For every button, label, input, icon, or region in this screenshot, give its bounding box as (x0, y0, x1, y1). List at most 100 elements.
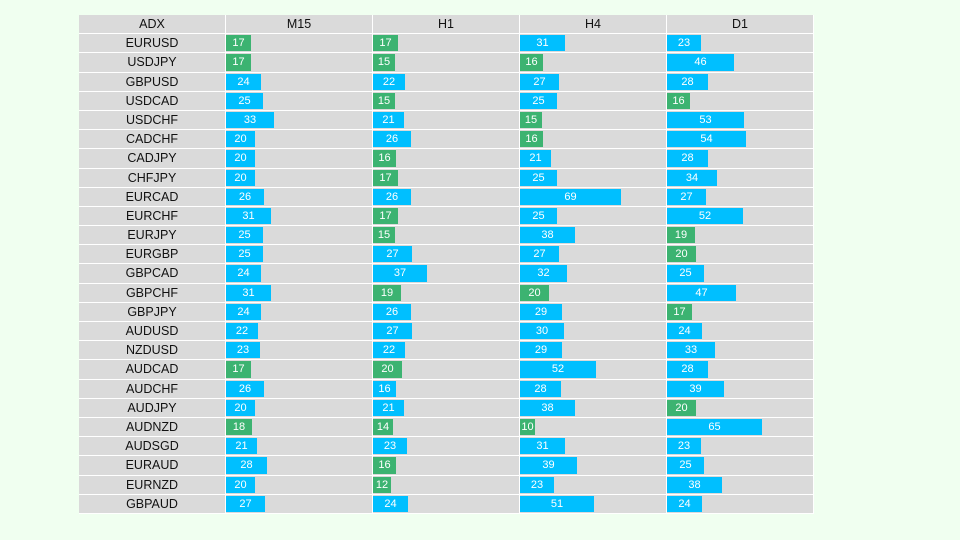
table-row: AUDNZD 18 14 10 65 (79, 417, 814, 438)
adx-cell-m15: 17 (226, 34, 373, 54)
adx-bar: 29 (520, 303, 562, 320)
pair-label: GBPJPY (79, 302, 226, 322)
pair-label: EURGBP (79, 245, 226, 265)
adx-cell-m15: 26 (226, 187, 373, 207)
adx-cell-d1: 20 (667, 398, 814, 418)
adx-cell-m15: 27 (226, 494, 373, 514)
adx-bar: 27 (373, 246, 412, 263)
table-row: GBPJPY 24 26 29 17 (79, 302, 814, 322)
adx-bar: 24 (226, 303, 261, 320)
adx-cell-m15: 28 (226, 456, 373, 476)
adx-bar: 20 (226, 476, 255, 493)
adx-cell-d1: 25 (667, 264, 814, 284)
adx-bar: 32 (520, 265, 567, 282)
adx-cell-h1: 16 (373, 456, 520, 476)
adx-cell-h4: 38 (520, 398, 667, 418)
adx-cell-m15: 31 (226, 206, 373, 227)
pair-label: NZDUSD (79, 341, 226, 361)
pair-label: EURNZD (79, 475, 226, 495)
adx-bar: 52 (667, 207, 743, 225)
table-row: EURAUD 28 16 39 25 (79, 456, 814, 476)
adx-cell-h1: 21 (373, 110, 520, 131)
adx-bar: 20 (667, 246, 696, 263)
adx-cell-d1: 25 (667, 456, 814, 476)
adx-bar: 30 (520, 323, 564, 340)
pair-label: USDJPY (79, 53, 226, 73)
adx-bar: 20 (667, 399, 696, 416)
pair-label: CHFJPY (79, 168, 226, 188)
adx-bar: 25 (667, 457, 704, 474)
adx-cell-m15: 24 (226, 72, 373, 92)
adx-bar: 20 (226, 131, 255, 148)
adx-cell-h1: 27 (373, 245, 520, 265)
adx-cell-d1: 53 (667, 110, 814, 131)
adx-bar: 31 (226, 284, 271, 301)
adx-bar: 17 (373, 207, 398, 225)
adx-bar: 12 (373, 476, 391, 493)
table-row: AUDCAD 17 20 52 28 (79, 360, 814, 380)
table-row: USDCAD 25 15 25 16 (79, 91, 814, 111)
adx-bar: 53 (667, 111, 744, 129)
table-row: EURNZD 20 12 23 38 (79, 475, 814, 495)
adx-bar: 21 (520, 150, 551, 167)
adx-bar: 39 (667, 380, 724, 397)
adx-bar: 31 (520, 35, 565, 52)
timeframe-header-h1: H1 (373, 15, 520, 35)
adx-cell-d1: 65 (667, 417, 814, 438)
adx-bar: 38 (520, 227, 575, 244)
adx-bar: 69 (520, 188, 621, 205)
table-row: EURJPY 25 15 38 19 (79, 226, 814, 246)
table-row: USDCHF 33 21 15 53 (79, 110, 814, 131)
adx-cell-m15: 25 (226, 91, 373, 111)
adx-bar: 15 (373, 92, 395, 109)
adx-bar: 39 (520, 457, 577, 474)
adx-cell-h1: 37 (373, 264, 520, 284)
adx-cell-h1: 12 (373, 475, 520, 495)
adx-bar: 10 (520, 418, 535, 436)
adx-cell-d1: 46 (667, 53, 814, 73)
adx-cell-m15: 25 (226, 245, 373, 265)
table-row: CADCHF 20 26 16 54 (79, 130, 814, 150)
adx-cell-m15: 24 (226, 302, 373, 322)
table-row: GBPUSD 24 22 27 28 (79, 72, 814, 92)
adx-cell-h1: 17 (373, 34, 520, 54)
adx-bar: 16 (667, 92, 690, 109)
adx-cell-d1: 38 (667, 475, 814, 495)
adx-bar: 28 (667, 361, 708, 378)
adx-cell-m15: 24 (226, 264, 373, 284)
adx-bar: 16 (520, 131, 543, 148)
adx-cell-m15: 17 (226, 360, 373, 380)
adx-cell-h4: 32 (520, 264, 667, 284)
adx-bar: 19 (373, 284, 401, 301)
table-body: EURUSD 17 17 31 23 USDJPY 17 15 16 46 GBPUSD 24 22 27… (79, 34, 814, 514)
adx-cell-d1: 20 (667, 245, 814, 265)
adx-bar: 25 (520, 169, 557, 186)
adx-bar: 27 (520, 73, 559, 90)
adx-bar: 24 (226, 73, 261, 90)
adx-bar: 20 (373, 361, 402, 378)
corner-header: ADX (79, 15, 226, 35)
pair-label: AUDCAD (79, 360, 226, 380)
table-row: AUDUSD 22 27 30 24 (79, 322, 814, 342)
pair-label: EURJPY (79, 226, 226, 246)
table-row: GBPAUD 27 24 51 24 (79, 494, 814, 514)
adx-bar: 34 (667, 169, 717, 186)
table-row: EURGBP 25 27 27 20 (79, 245, 814, 265)
adx-cell-d1: 33 (667, 341, 814, 361)
adx-cell-h1: 22 (373, 72, 520, 92)
pair-label: GBPAUD (79, 494, 226, 514)
adx-cell-h4: 29 (520, 341, 667, 361)
table-row: AUDSGD 21 23 31 23 (79, 437, 814, 457)
adx-cell-d1: 23 (667, 34, 814, 54)
adx-cell-h4: 27 (520, 72, 667, 92)
adx-bar: 27 (226, 495, 265, 512)
adx-cell-m15: 23 (226, 341, 373, 361)
adx-bar: 25 (226, 227, 263, 244)
adx-cell-m15: 26 (226, 379, 373, 399)
adx-cell-m15: 22 (226, 322, 373, 342)
timeframe-header-h4: H4 (520, 15, 667, 35)
adx-bar: 25 (226, 92, 263, 109)
adx-bar: 22 (226, 323, 258, 340)
adx-cell-h4: 10 (520, 417, 667, 438)
adx-bar: 46 (667, 54, 734, 71)
